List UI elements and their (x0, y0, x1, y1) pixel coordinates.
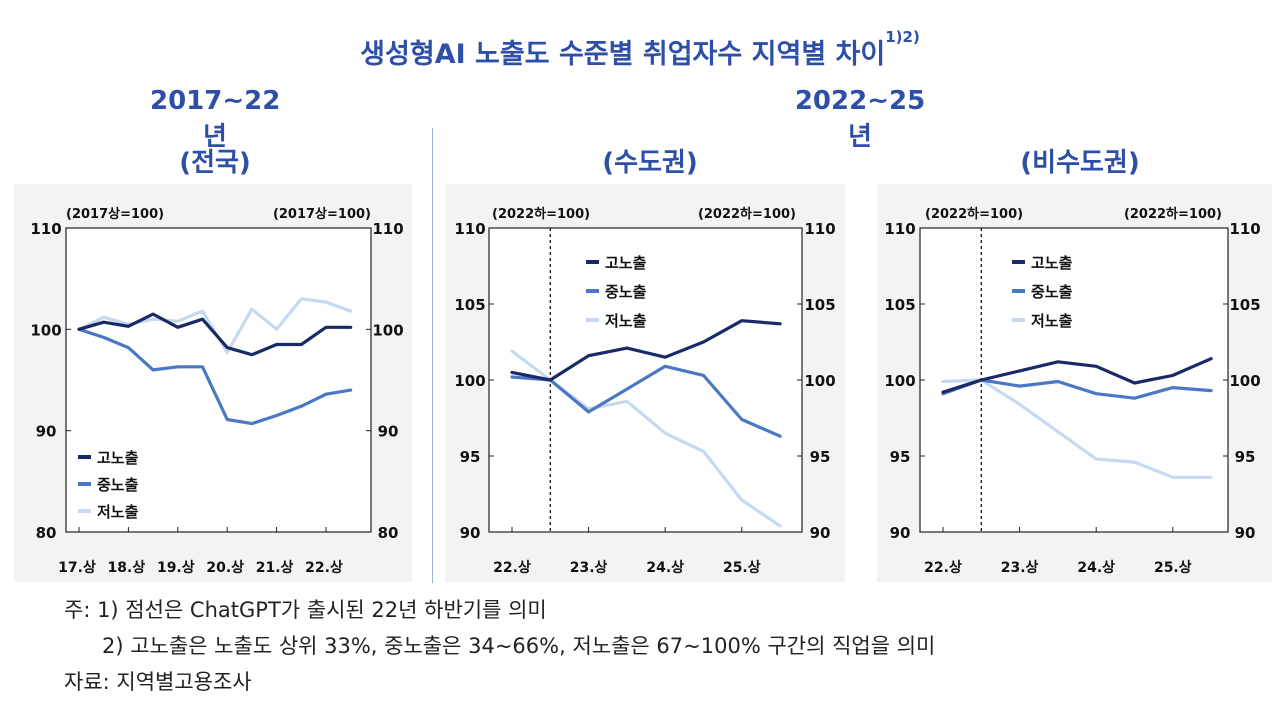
chart-main-title: 생성형AI 노출도 수준별 취업자수 지역별 차이1)2) (360, 28, 920, 70)
x-tick-label: 25.상 (723, 560, 761, 576)
y-tick-label-left: 105 (884, 296, 915, 314)
y-tick-label-left: 105 (454, 296, 485, 314)
y-tick-label-right: 95 (810, 448, 831, 466)
plot-area-nationwide (65, 227, 372, 533)
y-tick-label-left: 90 (460, 524, 481, 542)
y-tick-label-right: 100 (804, 372, 835, 390)
legend-label-high: 고노출 (1031, 254, 1073, 272)
y-tick-label-right: 105 (1229, 296, 1260, 314)
legend-label-low: 저노출 (97, 503, 139, 521)
unit-label-right: (2017상=100) (273, 207, 371, 222)
series-line-mid (77, 327, 353, 426)
x-tick-label: 18.상 (108, 560, 146, 576)
panel-title-noncapital: (비수도권) (1020, 148, 1140, 178)
x-tick-label: 20.상 (206, 560, 244, 576)
x-tick-label: 24.상 (1077, 560, 1115, 576)
series-line-low (941, 378, 1213, 479)
panel-title-nationwide: (전국) (179, 148, 251, 178)
series-line-high (510, 319, 782, 382)
y-tick-label-right: 90 (378, 423, 399, 441)
y-tick-label-left: 90 (36, 423, 57, 441)
series-line-mid (510, 364, 782, 438)
footnotes: 주: 1) 점선은 ChatGPT가 출시된 22년 하반기를 의미 2) 고노… (64, 592, 935, 700)
y-tick-label-left: 100 (884, 372, 915, 390)
y-tick-label-left: 110 (454, 220, 485, 238)
x-tick-label: 19.상 (157, 560, 195, 576)
y-tick-label-right: 90 (1235, 524, 1256, 542)
y-tick-label-left: 90 (890, 524, 911, 542)
y-tick-label-right: 100 (1229, 372, 1260, 390)
panel-title-capital: (수도권) (602, 148, 698, 178)
title-footnote-marker: 1)2) (885, 28, 920, 46)
y-tick-label-left: 100 (30, 321, 61, 339)
unit-label-right: (2022하=100) (698, 206, 796, 222)
period-right-heading: 2022~25년 (794, 86, 926, 152)
x-tick-label: 22.상 (305, 560, 343, 576)
series-line-high (941, 357, 1213, 394)
legend-label-low: 저노출 (1031, 312, 1073, 330)
unit-label-left: (2017상=100) (66, 207, 164, 222)
y-tick-label-left: 80 (36, 524, 57, 542)
x-tick-label: 21.상 (256, 560, 294, 576)
unit-label-left: (2022하=100) (492, 206, 590, 222)
legend-label-mid: 중노출 (97, 476, 139, 494)
x-tick-label: 22.상 (924, 560, 962, 576)
legend-label-high: 고노출 (97, 449, 139, 467)
legend-label-low: 저노출 (605, 312, 647, 330)
period-left-heading: 2017~22년 (150, 86, 281, 152)
series-line-mid (941, 378, 1213, 400)
y-tick-label-left: 95 (890, 448, 911, 466)
legend-label-mid: 중노출 (1031, 283, 1073, 301)
y-tick-label-right: 90 (810, 524, 831, 542)
x-tick-label: 17.상 (58, 560, 96, 576)
x-tick-label: 23.상 (1001, 560, 1039, 576)
y-tick-label-right: 95 (1235, 448, 1256, 466)
y-tick-label-left: 110 (30, 220, 61, 238)
y-tick-label-right: 80 (378, 524, 399, 542)
y-tick-label-right: 110 (804, 220, 835, 238)
x-tick-label: 22.상 (493, 560, 531, 576)
period-divider (432, 128, 433, 583)
legend-label-mid: 중노출 (605, 283, 647, 301)
legend-label-high: 고노출 (605, 254, 647, 272)
series-line-high (77, 312, 353, 357)
x-tick-label: 24.상 (646, 560, 684, 576)
y-tick-label-right: 100 (372, 321, 403, 339)
unit-label-left: (2022하=100) (925, 206, 1023, 222)
footnote-2: 2) 고노출은 노출도 상위 33%, 중노출은 34~66%, 저노출은 67… (102, 634, 936, 658)
y-tick-label-right: 105 (804, 296, 835, 314)
x-tick-label: 25.상 (1154, 560, 1192, 576)
unit-label-right: (2022하=100) (1124, 206, 1222, 222)
source-note: 자료: 지역별고용조사 (64, 670, 252, 694)
y-tick-label-left: 95 (460, 448, 481, 466)
y-tick-label-left: 110 (884, 220, 915, 238)
footnote-1: 주: 1) 점선은 ChatGPT가 출시된 22년 하반기를 의미 (64, 598, 547, 622)
y-tick-label-left: 100 (454, 372, 485, 390)
y-tick-label-right: 110 (372, 220, 403, 238)
x-tick-label: 23.상 (570, 560, 608, 576)
y-tick-label-right: 110 (1229, 220, 1260, 238)
